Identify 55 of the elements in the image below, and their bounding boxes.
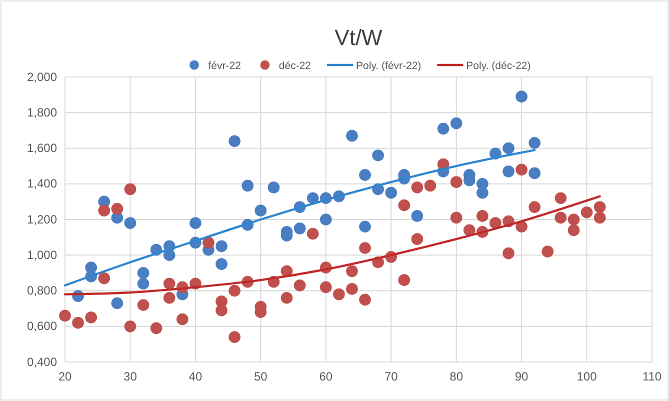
y-tick-label: 1,800: [26, 105, 58, 120]
x-tick-label: 40: [188, 370, 202, 384]
y-tick-label: 1,000: [26, 248, 58, 262]
y-tick-label: 1,600: [26, 141, 58, 156]
y-tick-label: 1,400: [26, 176, 58, 191]
point: [411, 210, 424, 222]
point: [216, 240, 228, 252]
line-series: [64, 195, 601, 296]
x-tick-label: 90: [514, 370, 529, 384]
x-tick-label: 30: [124, 370, 138, 384]
point: [528, 137, 541, 149]
point: [163, 249, 176, 262]
x-tick-label: 100: [576, 370, 598, 384]
point: [502, 166, 514, 178]
point: [528, 167, 541, 180]
line-series: [64, 148, 536, 287]
y-tick-label: 1,200: [26, 212, 58, 226]
point: [228, 135, 240, 148]
point: [242, 180, 254, 192]
x-tick-label: 60: [319, 370, 333, 384]
point: [346, 130, 358, 142]
point: [216, 258, 228, 270]
point: [306, 192, 319, 204]
point: [502, 142, 514, 154]
point: [516, 90, 528, 102]
point: [359, 220, 371, 233]
y-tick-label: 0,400: [26, 354, 58, 369]
point: [450, 117, 462, 130]
legend-label: déc-22: [278, 60, 312, 72]
x-tick-label: 70: [384, 370, 398, 384]
point: [359, 169, 371, 181]
chart-title: Vt/W: [334, 25, 383, 50]
point: [124, 217, 136, 229]
x-tick-label: 20: [58, 370, 72, 384]
point: [268, 182, 280, 194]
legend-label: Poly. (déc-22): [466, 60, 531, 72]
point: [385, 186, 398, 199]
y-tick-label: 0,800: [26, 284, 58, 298]
y-tick-label: 2,000: [26, 70, 58, 84]
point: [294, 222, 306, 234]
x-tick-label: 110: [642, 370, 662, 384]
legend-label: févr-22: [208, 60, 242, 72]
x-tick-label: 50: [254, 370, 268, 384]
point: [111, 297, 124, 310]
point: [372, 149, 384, 162]
legend-label: Poly. (févr-22): [356, 60, 422, 72]
y-tick-label: 0,600: [26, 319, 58, 334]
point: [190, 217, 202, 229]
point: [476, 186, 488, 199]
point: [137, 278, 150, 290]
point: [254, 204, 267, 216]
point: [137, 267, 150, 279]
point: [320, 214, 332, 226]
x-tick-label: 80: [450, 370, 464, 384]
point: [437, 122, 450, 135]
